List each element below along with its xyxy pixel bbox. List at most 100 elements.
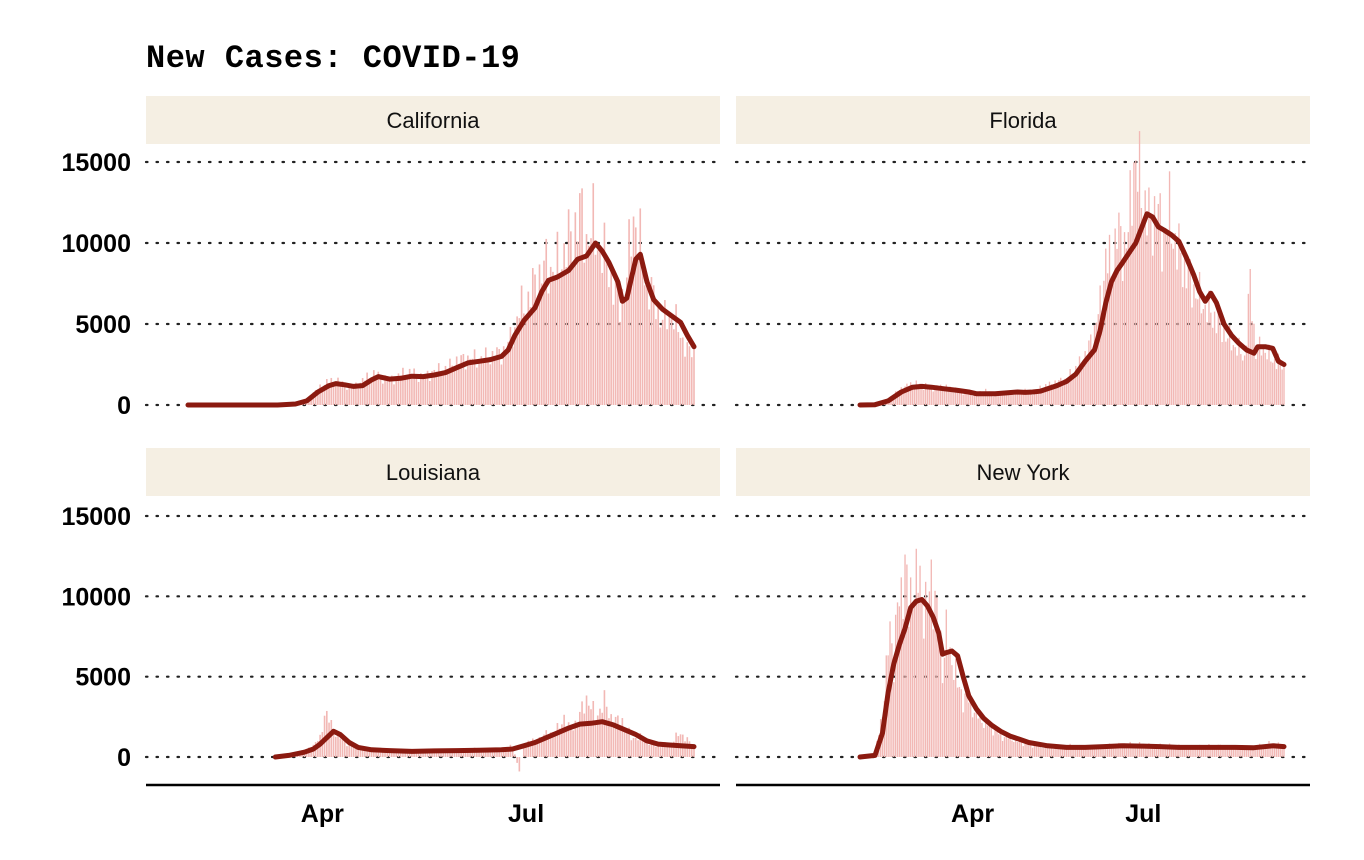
bar-louisiana — [558, 728, 561, 757]
bar-new-york — [1007, 738, 1009, 757]
bar-florida — [902, 391, 904, 405]
bar-california — [440, 375, 442, 405]
bar-new-york — [1039, 743, 1041, 757]
bar-florida — [962, 394, 964, 405]
bar-louisiana — [390, 749, 393, 757]
bar-florida — [1011, 394, 1013, 405]
bar-louisiana — [583, 713, 586, 757]
bar-florida — [1157, 203, 1159, 405]
bar-new-york — [960, 689, 962, 757]
bar-florida — [981, 392, 983, 405]
trend-line-california — [185, 240, 697, 408]
bar-california — [393, 384, 395, 405]
bar-louisiana — [424, 750, 427, 757]
y-tick-label: 5000 — [75, 664, 131, 692]
bar-louisiana — [491, 749, 494, 757]
bar-florida — [973, 394, 976, 405]
bar-california — [643, 285, 646, 405]
bar-florida — [1253, 323, 1255, 405]
bar-new-york — [1219, 744, 1221, 757]
bar-louisiana — [688, 741, 691, 757]
bar-california — [449, 358, 451, 405]
bar-new-york — [1088, 746, 1090, 757]
bar-florida — [1037, 390, 1039, 405]
bar-new-york — [894, 614, 897, 757]
bar-new-york — [1249, 746, 1251, 757]
bar-new-york — [923, 638, 925, 757]
bar-new-york — [1258, 743, 1261, 757]
bar-louisiana — [643, 741, 646, 757]
bar-california — [675, 304, 677, 405]
bar-california — [673, 329, 675, 405]
bar-florida — [951, 389, 953, 405]
bar-california — [576, 241, 579, 405]
bar-louisiana — [511, 747, 514, 757]
bar-florida — [1116, 248, 1118, 405]
bar-california — [373, 370, 375, 405]
bar-louisiana — [381, 751, 384, 757]
bar-louisiana — [567, 722, 570, 757]
bar-california — [390, 375, 393, 405]
bar-new-york — [1129, 741, 1131, 757]
bar-florida — [1088, 340, 1090, 405]
bar-california — [670, 319, 673, 405]
bar-california — [666, 329, 668, 405]
bar-florida — [1024, 388, 1026, 405]
bar-new-york — [1268, 740, 1270, 757]
bar-florida — [1264, 352, 1266, 405]
bar-california — [482, 362, 485, 405]
bar-new-york — [1221, 748, 1223, 757]
bar-louisiana — [561, 724, 563, 757]
bar-california — [561, 269, 563, 405]
bar-florida — [1258, 336, 1261, 405]
bar-california — [605, 257, 608, 405]
bar-florida — [1272, 362, 1274, 405]
x-tick-label: Apr — [951, 800, 994, 828]
bar-california — [529, 307, 532, 405]
bar-california — [684, 356, 686, 405]
bar-florida — [926, 386, 929, 405]
x-tick-label: Jul — [508, 800, 544, 828]
bar-florida — [1174, 233, 1176, 405]
bar-new-york — [1168, 743, 1171, 757]
bar-louisiana — [346, 746, 348, 757]
bar-florida — [939, 384, 942, 405]
bar-florida — [917, 386, 919, 405]
bar-new-york — [1183, 746, 1186, 757]
bar-florida — [1257, 349, 1259, 405]
bar-louisiana — [538, 736, 541, 757]
bar-california — [444, 365, 447, 405]
bar-louisiana — [330, 719, 333, 757]
bar-california — [399, 375, 402, 405]
bar-california — [451, 365, 454, 405]
bar-california — [453, 371, 456, 405]
bar-florida — [955, 387, 957, 405]
bar-california — [339, 383, 342, 405]
bar-new-york — [1273, 743, 1276, 757]
bar-new-york — [1003, 737, 1006, 757]
bar-new-york — [949, 647, 951, 757]
bar-louisiana — [428, 751, 431, 757]
bar-california — [603, 222, 606, 405]
bar-florida — [896, 391, 899, 405]
bar-florida — [1217, 313, 1220, 405]
bar-california — [634, 227, 637, 405]
bar-louisiana — [408, 751, 411, 757]
bar-louisiana — [634, 738, 637, 757]
bar-california — [552, 271, 554, 405]
bar-louisiana — [666, 746, 668, 757]
bar-florida — [1238, 337, 1240, 405]
bar-florida — [1127, 232, 1129, 405]
bar-california — [334, 385, 337, 405]
bar-florida — [970, 391, 972, 405]
facet-strip-new-york — [736, 448, 1310, 496]
bar-louisiana — [476, 750, 478, 757]
bar-new-york — [1123, 743, 1126, 757]
bar-new-york — [986, 725, 989, 757]
bar-louisiana — [659, 747, 662, 757]
bar-new-york — [1208, 744, 1210, 757]
bar-florida — [1155, 220, 1158, 405]
bar-new-york — [908, 626, 910, 757]
bar-california — [476, 367, 478, 405]
bar-california — [397, 373, 400, 405]
